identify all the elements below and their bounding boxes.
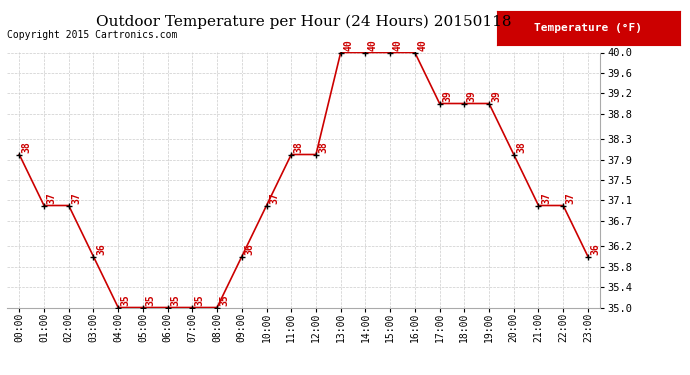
Text: 35: 35 (121, 295, 130, 306)
Text: Temperature (°F): Temperature (°F) (534, 23, 642, 33)
Text: 37: 37 (269, 193, 279, 204)
Text: 37: 37 (46, 193, 57, 204)
Text: 39: 39 (491, 91, 502, 102)
Text: 38: 38 (516, 142, 526, 153)
Text: 38: 38 (22, 142, 32, 153)
Text: 35: 35 (219, 295, 230, 306)
Text: 38: 38 (294, 142, 304, 153)
Text: 40: 40 (417, 40, 427, 51)
Text: 35: 35 (146, 295, 155, 306)
Text: 39: 39 (466, 91, 477, 102)
Text: 39: 39 (442, 91, 452, 102)
Text: 37: 37 (541, 193, 551, 204)
Text: Outdoor Temperature per Hour (24 Hours) 20150118: Outdoor Temperature per Hour (24 Hours) … (96, 15, 511, 29)
Text: 38: 38 (318, 142, 328, 153)
Text: Copyright 2015 Cartronics.com: Copyright 2015 Cartronics.com (7, 30, 177, 40)
Text: 35: 35 (195, 295, 205, 306)
Text: 36: 36 (244, 244, 254, 255)
Text: 36: 36 (591, 244, 600, 255)
Text: 37: 37 (71, 193, 81, 204)
Text: 40: 40 (368, 40, 378, 51)
Text: 37: 37 (566, 193, 575, 204)
Text: 36: 36 (96, 244, 106, 255)
Text: 40: 40 (343, 40, 353, 51)
Text: 40: 40 (393, 40, 402, 51)
Text: 35: 35 (170, 295, 180, 306)
